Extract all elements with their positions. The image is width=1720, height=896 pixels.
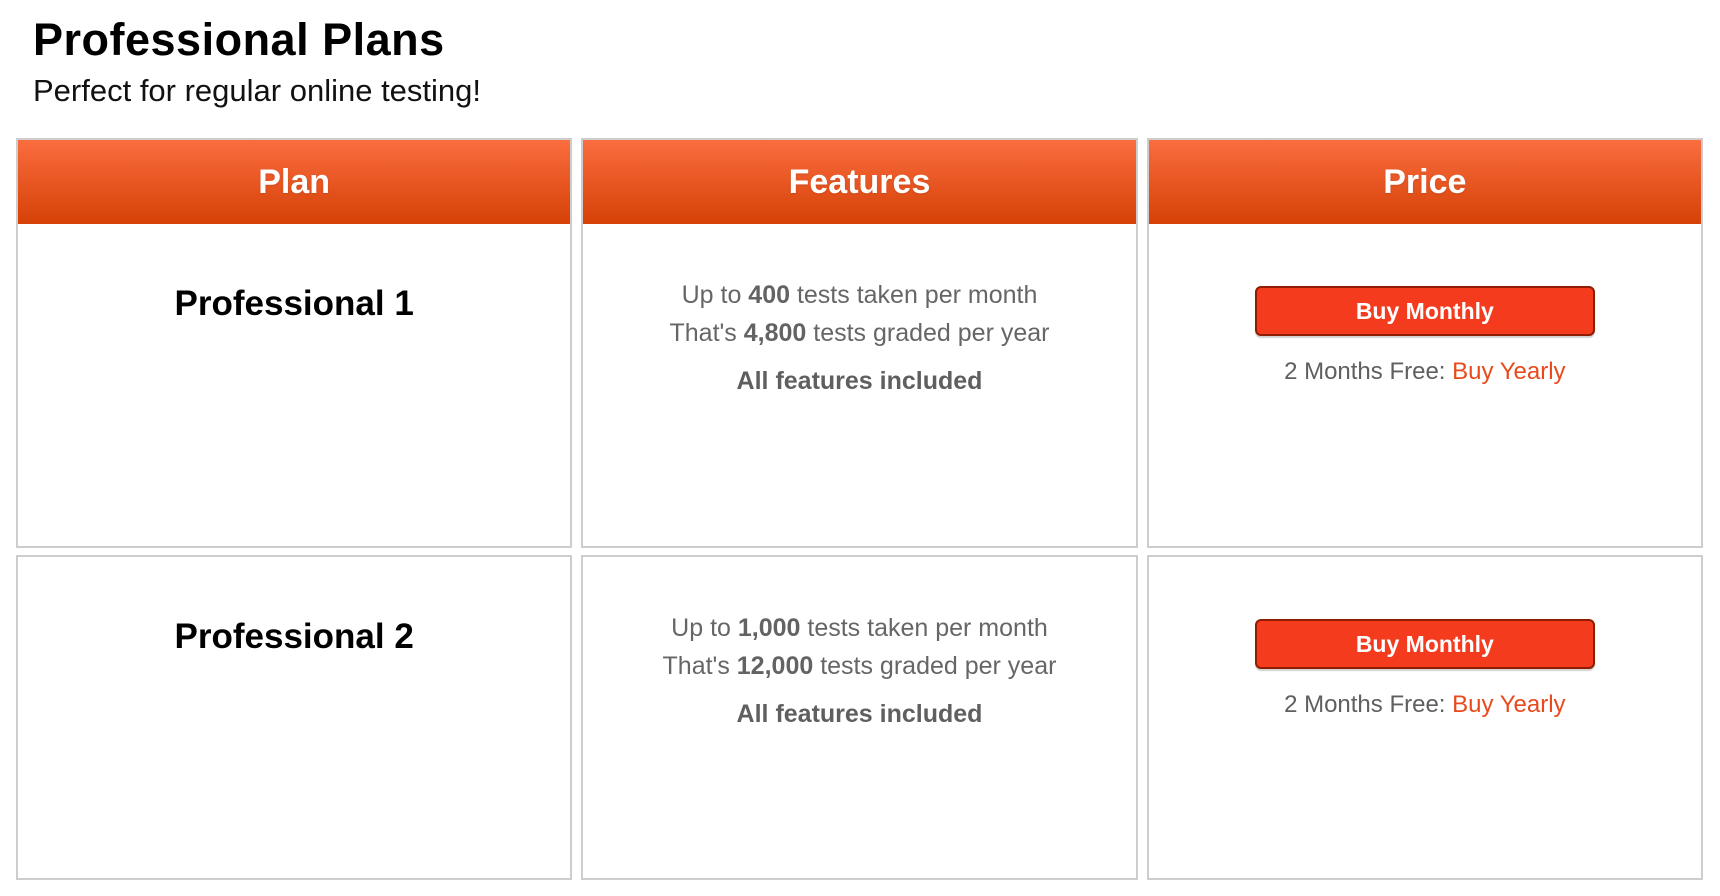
feature-line-tests-per-year: That's 12,000 tests graded per year [583,647,1135,685]
column-header-features: Features [583,140,1136,224]
promo-text: 2 Months Free: [1284,691,1453,718]
feature-text: tests graded per year [806,319,1050,347]
buy-yearly-link-professional-2[interactable]: Buy Yearly [1452,691,1566,718]
feature-text: tests taken per month [790,281,1038,309]
feature-value: 12,000 [736,652,814,680]
price-cell-professional-1: Price Buy Monthly 2 Months Free: Buy Yea… [1146,138,1703,548]
features-text-professional-1: Up to 400 tests taken per month That's 4… [583,276,1135,400]
price-content-professional-1: Buy Monthly 2 Months Free: Buy Yearly [1149,286,1701,386]
features-cell-professional-2: Up to 1,000 tests taken per month That's… [581,555,1138,880]
price-cell-professional-2: Buy Monthly 2 Months Free: Buy Yearly [1146,555,1703,880]
feature-line-tests-per-month: Up to 400 tests taken per month [583,276,1135,314]
features-text-professional-2: Up to 1,000 tests taken per month That's… [583,609,1135,733]
column-header-plan: Plan [18,140,571,224]
feature-line-all-features: All features included [736,700,983,728]
column-header-price: Price [1148,140,1701,224]
promo-text: 2 Months Free: [1284,358,1453,385]
features-cell-professional-1: Features Up to 400 tests taken per month… [581,138,1138,548]
promo-line-professional-1: 2 Months Free: Buy Yearly [1149,358,1701,386]
promo-line-professional-2: 2 Months Free: Buy Yearly [1149,691,1701,719]
feature-text: That's [669,319,744,347]
feature-value: 4,800 [743,319,807,347]
feature-line-tests-per-month: Up to 1,000 tests taken per month [583,609,1135,647]
feature-text: Up to [671,614,738,642]
buy-yearly-link-professional-1[interactable]: Buy Yearly [1452,358,1566,385]
pricing-table: Plan Professional 1 Features Up to 400 t… [16,138,1703,880]
page-title: Professional Plans [33,14,445,65]
plan-cell-professional-1: Plan Professional 1 [16,138,573,548]
feature-text: Up to [681,281,749,309]
buy-monthly-button-professional-2[interactable]: Buy Monthly [1254,619,1595,669]
plan-name-professional-1: Professional 1 [174,284,414,323]
plan-cell-professional-2: Professional 2 [16,555,573,880]
buy-monthly-button-professional-1[interactable]: Buy Monthly [1254,286,1595,336]
feature-value: 1,000 [737,614,801,642]
plan-name-professional-2: Professional 2 [174,617,414,656]
feature-line-tests-per-year: That's 4,800 tests graded per year [583,314,1135,352]
feature-value: 400 [748,281,791,309]
price-content-professional-2: Buy Monthly 2 Months Free: Buy Yearly [1149,619,1701,719]
feature-text: tests graded per year [813,652,1057,680]
page-subtitle: Perfect for regular online testing! [33,73,482,108]
feature-text: That's [662,652,737,680]
feature-line-all-features: All features included [736,367,983,395]
feature-text: tests taken per month [800,614,1048,642]
